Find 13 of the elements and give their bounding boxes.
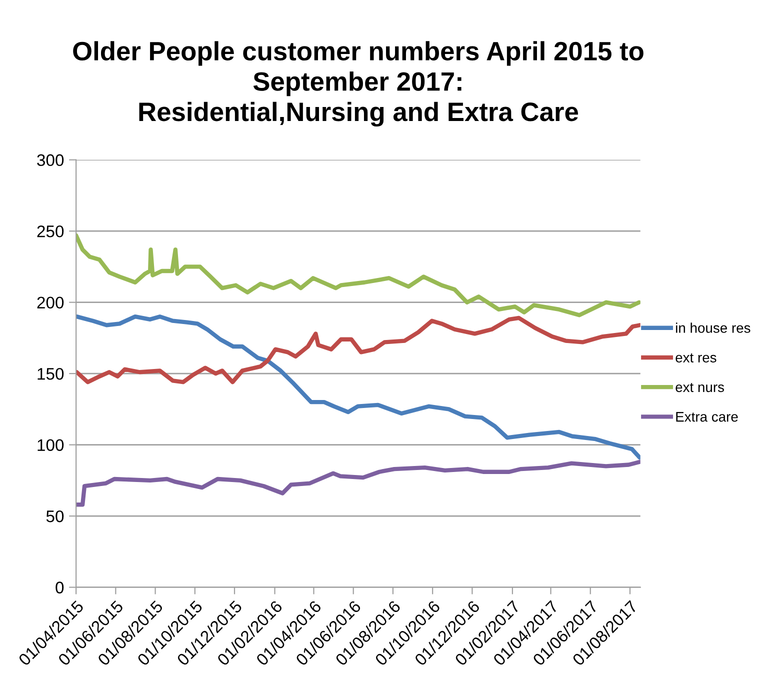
y-tick-label: 200	[37, 296, 64, 309]
y-tick-label: 150	[38, 368, 64, 380]
y-tick-label: 100	[38, 439, 64, 452]
y-tick-label: 300	[37, 154, 64, 166]
legend-label: ext nurs	[676, 382, 724, 392]
y-tick-label: 250	[37, 225, 64, 238]
y-tick-label: 50	[46, 510, 64, 522]
legend-label: ext res	[676, 353, 716, 362]
y-tick-label: 0	[56, 582, 64, 594]
legend-label: Extra care	[676, 412, 738, 422]
legend-label: in house res	[676, 322, 750, 333]
chart-title: Older People customer numbers April 2015 to September 2017: Residential,Nursing and Extra Care	[73, 41, 644, 127]
line-series	[76, 460, 640, 507]
